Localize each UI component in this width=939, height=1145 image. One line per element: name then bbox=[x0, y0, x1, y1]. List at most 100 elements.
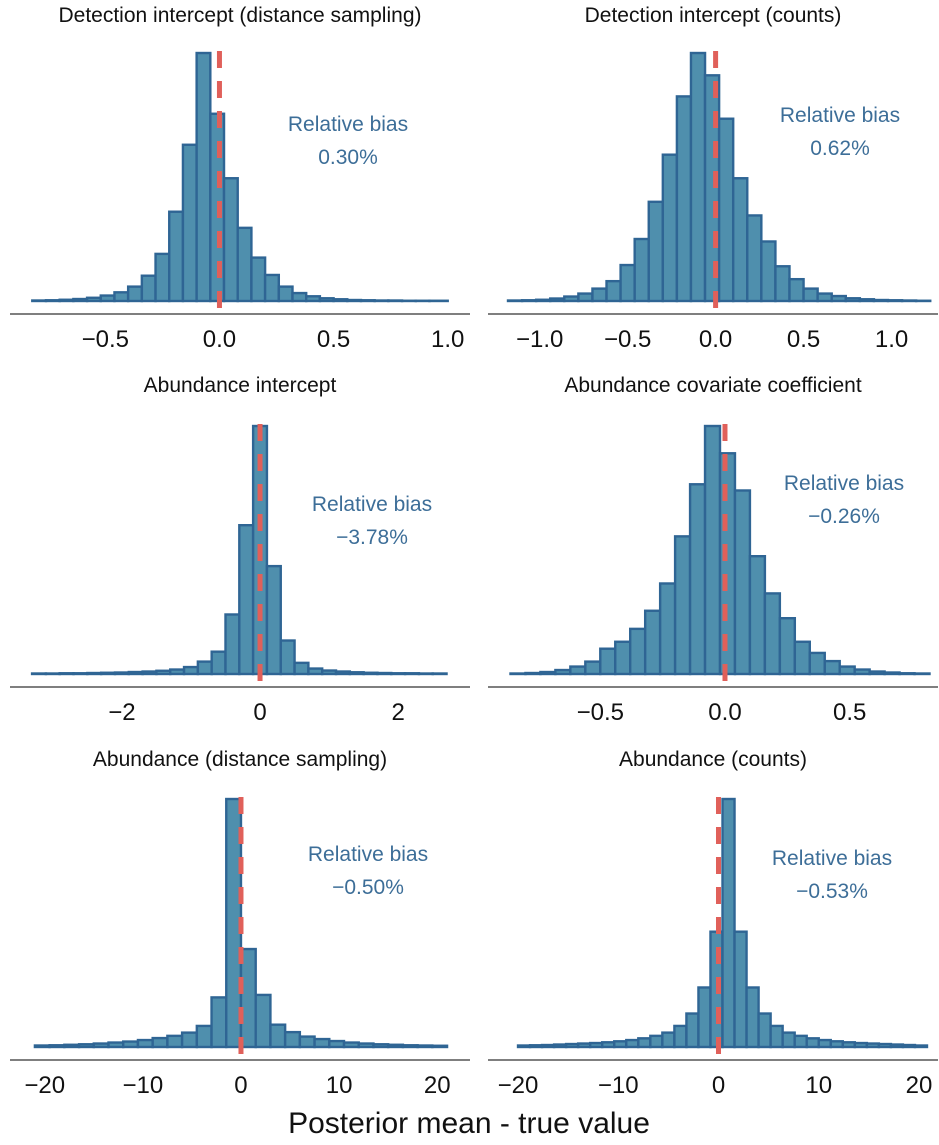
histogram-bar bbox=[697, 986, 712, 1049]
histogram-bar bbox=[534, 298, 552, 303]
histogram-bar bbox=[127, 670, 144, 676]
panel-title: Abundance intercept bbox=[144, 374, 337, 397]
histogram-bar bbox=[614, 640, 632, 676]
histogram-bar bbox=[591, 287, 608, 303]
x-tick-label: 1.0 bbox=[431, 326, 464, 353]
histogram-bar bbox=[528, 1044, 544, 1049]
histogram-bar bbox=[58, 298, 75, 303]
histogram-bar bbox=[376, 671, 393, 676]
histogram-bar bbox=[838, 665, 856, 676]
histogram-bar bbox=[853, 1041, 869, 1049]
x-tick-label: −10 bbox=[122, 1072, 163, 1099]
x-tick-label: −0.5 bbox=[604, 326, 651, 353]
histogram-bar bbox=[661, 153, 679, 303]
relative-bias-label: Relative bias bbox=[772, 847, 892, 870]
histogram-bar bbox=[805, 1037, 820, 1049]
histogram-bar bbox=[841, 1041, 857, 1049]
histogram-bar bbox=[763, 592, 782, 676]
relative-bias-label: Relative bias bbox=[780, 104, 900, 127]
histogram-bars bbox=[31, 51, 449, 303]
histogram-bar bbox=[332, 298, 349, 303]
histogram-bar bbox=[647, 200, 665, 303]
histogram-bar bbox=[44, 299, 61, 303]
histogram-bar bbox=[58, 672, 75, 676]
x-tick-label: 10 bbox=[805, 1072, 832, 1099]
histogram-bar bbox=[107, 1041, 125, 1049]
histogram-bar bbox=[222, 177, 239, 303]
histogram-bar bbox=[136, 1038, 154, 1049]
histogram-bar bbox=[788, 277, 805, 303]
histogram-bar bbox=[731, 177, 749, 303]
histogram-bar bbox=[661, 1031, 676, 1049]
histogram-bar bbox=[77, 1043, 95, 1049]
x-tick-label: 0 bbox=[712, 1072, 725, 1099]
histogram-bar bbox=[342, 1041, 360, 1049]
histogram-bar bbox=[99, 671, 117, 676]
histogram-bar bbox=[793, 1034, 808, 1049]
histogram-bar bbox=[166, 1034, 184, 1049]
x-tick-label: 0 bbox=[253, 699, 266, 726]
histogram-bar bbox=[769, 1024, 784, 1049]
histogram-bar bbox=[563, 295, 580, 303]
histogram-bar bbox=[853, 668, 871, 676]
histogram-bar bbox=[390, 672, 407, 676]
histogram-bar bbox=[357, 1042, 375, 1049]
x-tick-label: −0.5 bbox=[577, 699, 624, 726]
histogram-bar bbox=[334, 670, 352, 676]
histogram-bar bbox=[703, 424, 722, 676]
histogram-bar bbox=[688, 483, 707, 676]
histogram-bars bbox=[516, 797, 929, 1049]
panel-title: Detection intercept (counts) bbox=[585, 4, 842, 27]
histogram-bar bbox=[829, 1040, 844, 1049]
histogram-bar bbox=[564, 1042, 580, 1049]
x-tick-label: 0.0 bbox=[203, 326, 236, 353]
x-tick-label: −10 bbox=[598, 1072, 639, 1099]
histogram-bar bbox=[793, 640, 811, 676]
histogram-bar bbox=[524, 671, 542, 676]
histogram-bar bbox=[154, 252, 171, 303]
x-tick-label: 20 bbox=[906, 1072, 933, 1099]
histogram-bar bbox=[898, 672, 916, 676]
x-tick-label: 0.5 bbox=[787, 326, 820, 353]
histogram-bar bbox=[291, 291, 308, 303]
histogram-bar bbox=[613, 1040, 628, 1049]
histogram-bars bbox=[33, 797, 449, 1049]
histogram-bar bbox=[236, 226, 253, 303]
histogram-panel-3: Abundance intercept −2 0 2 Relative bias −3.7… bbox=[10, 374, 470, 726]
histogram-bar bbox=[169, 668, 186, 676]
histogram-bar bbox=[649, 1034, 664, 1049]
histogram-bar bbox=[868, 670, 886, 676]
histogram-bar bbox=[238, 524, 255, 676]
histogram-bar bbox=[817, 1038, 832, 1049]
x-tick-label: −20 bbox=[498, 1072, 539, 1099]
histogram-bar bbox=[386, 1043, 405, 1049]
histogram-bar bbox=[629, 627, 647, 676]
relative-bias-label: Relative bias bbox=[312, 493, 432, 516]
histogram-bars bbox=[30, 424, 448, 676]
histogram-bar bbox=[757, 1012, 772, 1049]
relative-bias-value: −0.26% bbox=[808, 505, 880, 528]
histogram-bar bbox=[263, 273, 281, 303]
histogram-bar bbox=[658, 582, 677, 676]
histogram-bar bbox=[721, 797, 736, 1049]
histogram-bar bbox=[168, 210, 185, 303]
histogram-bar bbox=[877, 1042, 893, 1049]
histogram-bar bbox=[637, 1037, 652, 1049]
x-tick-label: 0 bbox=[234, 1072, 247, 1099]
histogram-bar bbox=[151, 1036, 169, 1049]
histogram-bar bbox=[633, 237, 650, 303]
histogram-bar bbox=[99, 294, 116, 303]
histogram-bar bbox=[540, 1043, 556, 1049]
histogram-bar bbox=[416, 1044, 434, 1049]
histogram-bar bbox=[85, 296, 102, 303]
relative-bias-value: 0.62% bbox=[810, 137, 870, 160]
histogram-bar bbox=[625, 1038, 640, 1049]
x-tick-label: −2 bbox=[108, 699, 135, 726]
relative-bias-value: −0.50% bbox=[332, 876, 404, 899]
histogram-bar bbox=[774, 265, 791, 303]
x-tick-label: −1.0 bbox=[516, 326, 563, 353]
x-tick-label: 20 bbox=[424, 1072, 451, 1099]
histogram-panel-6: Abundance (counts) −20 −10 0 10 20 Relative bi… bbox=[488, 748, 938, 1099]
histogram-bar bbox=[362, 671, 379, 676]
histogram-bar bbox=[401, 1044, 419, 1049]
